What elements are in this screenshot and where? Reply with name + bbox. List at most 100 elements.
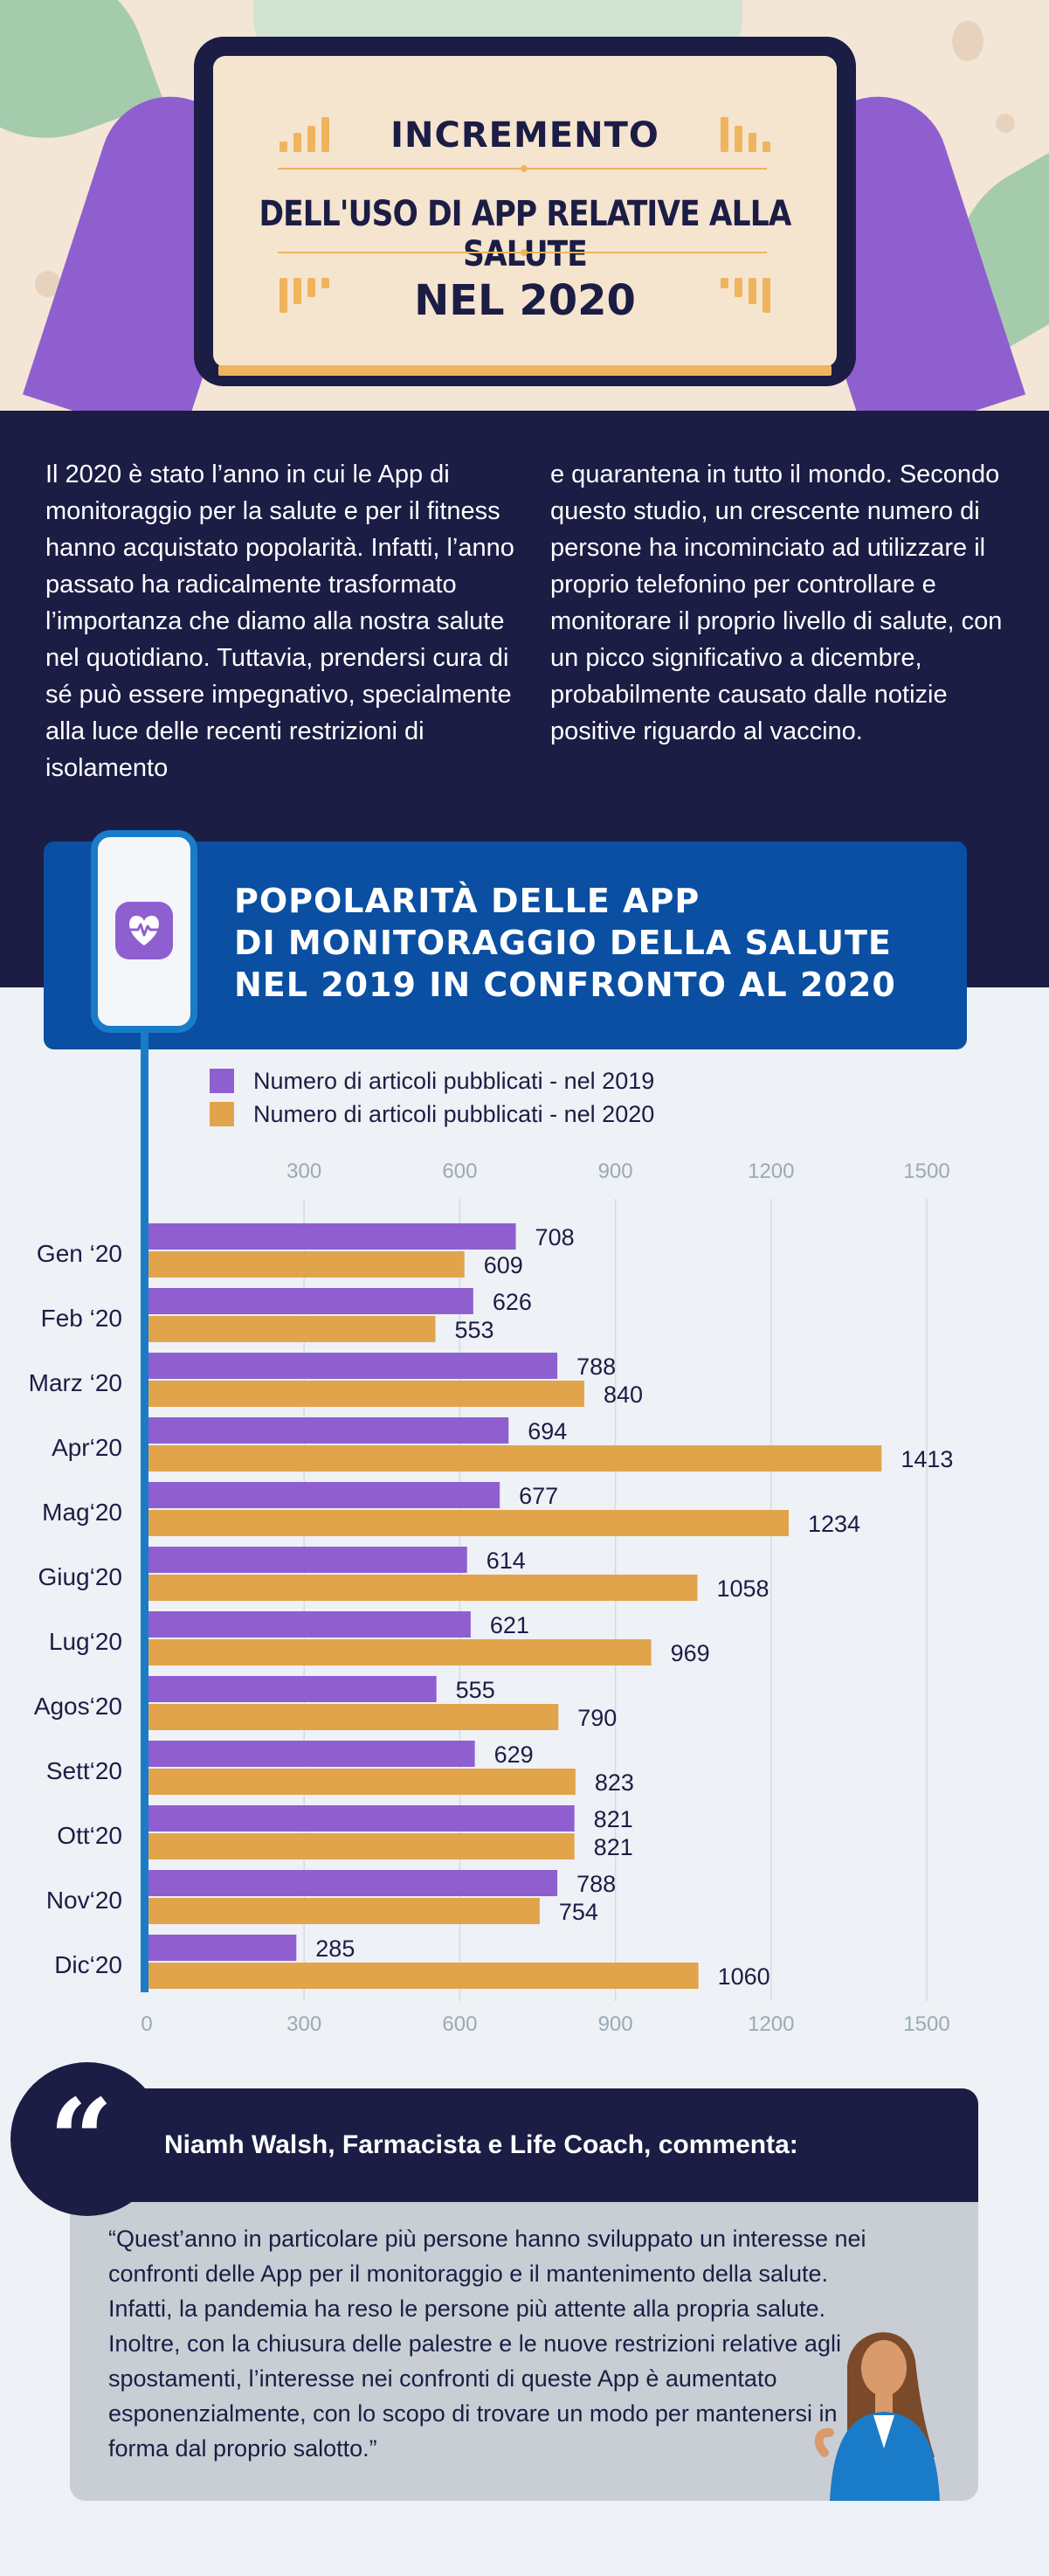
legend-swatch-2019 — [210, 1069, 234, 1093]
chart-title-line3: NEL 2019 IN CONFRONTO AL 2020 — [234, 966, 896, 1004]
data-label: 1413 — [901, 1446, 953, 1472]
person-illustration — [814, 2332, 940, 2501]
data-label: 555 — [456, 1677, 495, 1703]
chart-title: POPOLARITÀ DELLE APP DI MONITORAGGIO DEL… — [234, 880, 896, 1006]
intro-paragraph-right: e quarantena in tutto il mondo. Secondo … — [550, 460, 1003, 745]
legend-swatch-2020 — [210, 1102, 234, 1126]
bar-2019 — [148, 1611, 471, 1638]
bar-2019 — [148, 1935, 297, 1961]
data-label: 285 — [315, 1935, 355, 1962]
bar-chart: 300 600 900 1200 1500 0 300 600 900 1200 1500 Gen ‘… — [29, 1160, 954, 2036]
data-label: 694 — [528, 1418, 567, 1444]
data-label: 821 — [594, 1834, 633, 1860]
x-tick-label-bottom: 1500 — [903, 2012, 949, 2036]
legend-item-2020: Numero di articoli pubblicati - nel 2020 — [210, 1098, 654, 1131]
bar-2019 — [148, 1482, 500, 1508]
category-label: Gen ‘20 — [37, 1240, 122, 1267]
x-tick-label-top: 1500 — [903, 1160, 949, 1183]
data-label: 553 — [454, 1317, 493, 1343]
data-label: 626 — [493, 1289, 532, 1315]
data-label: 621 — [490, 1612, 529, 1638]
bar-2020 — [148, 1704, 559, 1730]
x-tick-label-top: 300 — [286, 1160, 321, 1183]
bars-decoration — [280, 117, 329, 152]
chart-title-line1: POPOLARITÀ DELLE APP — [234, 882, 700, 920]
intro-paragraph-left: Il 2020 è stato l’anno in cui le App di … — [45, 460, 514, 782]
bar-2019 — [148, 1547, 467, 1573]
heart-pulse-icon — [115, 902, 173, 959]
divider — [278, 252, 526, 253]
bar-2020 — [148, 1575, 698, 1601]
bar-2019 — [148, 1417, 509, 1444]
bar-2020 — [148, 1833, 575, 1859]
data-label: 1234 — [808, 1511, 860, 1537]
quote-header: Niamh Walsh, Farmacista e Life Coach, co… — [70, 2088, 978, 2202]
bars-decoration — [721, 117, 770, 152]
bar-2020 — [148, 1251, 465, 1278]
bars-decoration — [280, 278, 329, 313]
bar-2019 — [148, 1353, 558, 1379]
timeline-line — [141, 1028, 148, 1992]
x-tick-label-bottom: 0 — [141, 2012, 152, 2036]
heart-pulse-glyph — [129, 916, 159, 945]
category-label: Lug‘20 — [49, 1628, 122, 1655]
data-label: 677 — [519, 1483, 558, 1509]
hero-banner: INCREMENTO DELL'USO DI APP RELATIVE ALLA… — [0, 0, 1049, 411]
category-label: Giug‘20 — [38, 1563, 122, 1590]
data-label: 788 — [576, 1871, 616, 1897]
category-label: Mag‘20 — [42, 1499, 122, 1526]
x-tick-label-top: 600 — [442, 1160, 477, 1183]
quote-badge: “ — [10, 2062, 164, 2216]
category-label: Marz ‘20 — [29, 1369, 122, 1396]
data-label: 1060 — [718, 1963, 770, 1990]
category-label: Dic‘20 — [54, 1951, 122, 1978]
bar-2019 — [148, 1288, 473, 1314]
data-label: 1058 — [716, 1575, 769, 1602]
hero-title-line3: NEL 2020 — [414, 276, 636, 325]
divider-bullet — [521, 165, 528, 172]
bar-2020 — [148, 1381, 584, 1407]
bar-2020 — [148, 1510, 789, 1536]
bar-2020 — [148, 1639, 652, 1665]
bars-decoration — [721, 278, 770, 313]
bar-2020 — [148, 1769, 576, 1795]
phone-bottom-bar — [218, 365, 832, 376]
quote-author: Niamh Walsh, Farmacista e Life Coach, co… — [164, 2130, 798, 2159]
category-label: Agos‘20 — [34, 1693, 122, 1720]
data-label: 708 — [535, 1224, 575, 1250]
data-label: 754 — [559, 1899, 598, 1925]
bar-2019 — [148, 1870, 558, 1896]
data-label: 788 — [576, 1354, 616, 1380]
category-label: Apr‘20 — [52, 1434, 122, 1461]
decor-dot — [952, 21, 983, 61]
decor-dot — [996, 114, 1015, 133]
x-tick-label-top: 900 — [598, 1160, 633, 1183]
data-label: 614 — [487, 1548, 526, 1574]
quote-icon: “ — [49, 2075, 114, 2206]
bar-2019 — [148, 1741, 475, 1767]
bar-2019 — [148, 1223, 516, 1250]
bar-2019 — [148, 1805, 575, 1832]
data-label: 969 — [671, 1640, 710, 1666]
divider-bullet — [521, 249, 528, 256]
category-label: Sett‘20 — [46, 1757, 122, 1784]
bar-2020 — [148, 1445, 882, 1472]
category-label: Ott‘20 — [57, 1822, 122, 1849]
bar-2020 — [148, 1898, 540, 1924]
bar-2020 — [148, 1316, 436, 1342]
bar-2019 — [148, 1676, 437, 1702]
data-label: 609 — [484, 1252, 523, 1278]
data-label: 821 — [594, 1806, 633, 1832]
chart-legend: Numero di articoli pubblicati - nel 2019… — [210, 1064, 654, 1131]
x-tick-label-bottom: 600 — [442, 2012, 477, 2036]
hero-title-line1: INCREMENTO — [390, 115, 659, 156]
x-tick-label-bottom: 1200 — [748, 2012, 794, 2036]
phone-icon — [91, 830, 197, 1033]
divider — [526, 252, 767, 253]
x-tick-label-bottom: 300 — [286, 2012, 321, 2036]
divider — [278, 168, 526, 170]
x-tick-label-top: 1200 — [748, 1160, 794, 1183]
bar-2020 — [148, 1963, 699, 1989]
hero-title-line2: DELL'USO DI APP RELATIVE ALLA SALUTE — [259, 194, 791, 274]
data-label: 629 — [494, 1742, 534, 1768]
